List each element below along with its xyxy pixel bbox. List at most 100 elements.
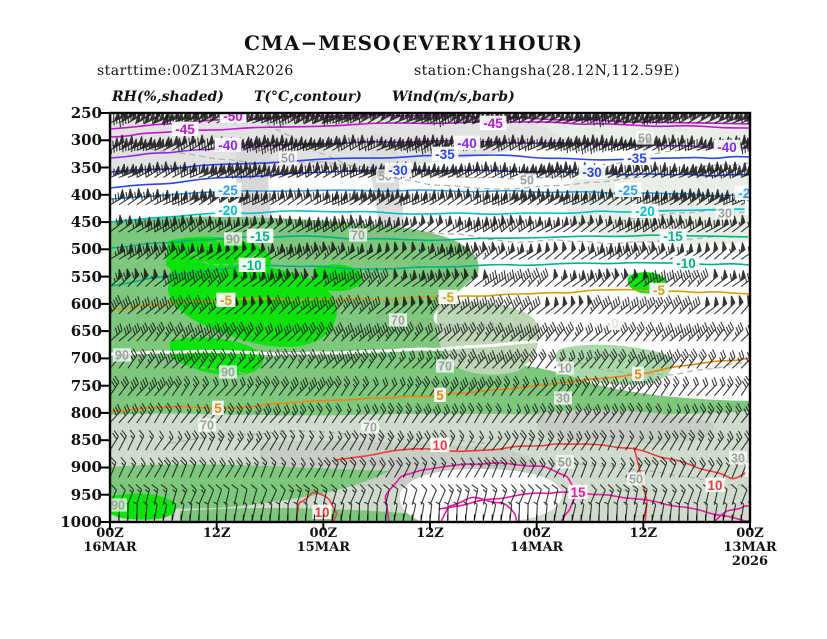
- contour-label: -30: [582, 165, 602, 180]
- contour-label: 10: [707, 478, 722, 493]
- x-axis-label-hour: 12Z: [416, 526, 444, 541]
- contour-label: -30: [388, 163, 408, 178]
- x-axis-label: 00Z 14MAR: [489, 527, 585, 555]
- page-title: CMA−MESO(EVERY1HOUR): [243, 31, 584, 55]
- contour-label: 70: [363, 421, 377, 435]
- temperature-contour-line: [110, 234, 750, 249]
- contour-label: -35: [435, 147, 455, 162]
- contour-label: -25: [738, 186, 758, 201]
- temperature-contour-line: [110, 261, 750, 287]
- contour-label: 10: [314, 505, 329, 520]
- x-axis-label-date: 16MAR: [83, 540, 137, 555]
- x-axis-label-date: 15MAR: [296, 540, 351, 555]
- contour-label: 90: [111, 499, 125, 513]
- contour-label: 5: [436, 388, 444, 403]
- contour-label: 50: [520, 174, 534, 188]
- temperature-contour-line: [110, 357, 750, 412]
- contour-label: 50: [558, 456, 572, 470]
- contour-label: 10: [558, 362, 572, 376]
- y-axis-label: 850: [70, 431, 102, 450]
- x-axis-label: 12Z: [169, 527, 265, 541]
- contour-label: -45: [175, 122, 195, 137]
- contour-label: -35: [627, 151, 647, 166]
- contour-label: 10: [432, 438, 447, 453]
- contour-label: -5: [653, 283, 665, 298]
- x-axis-label-hour: 12Z: [629, 526, 658, 541]
- contour-label: 5: [634, 367, 642, 382]
- contour-label: 30: [731, 452, 745, 466]
- contour-label: 90: [226, 233, 240, 247]
- starttime-label: starttime:00Z13MAR2026: [97, 63, 294, 79]
- contour-label: -15: [250, 229, 270, 244]
- contour-label: 30: [556, 392, 570, 406]
- y-axis-label: 800: [70, 403, 102, 422]
- x-axis-label: 12Z: [382, 527, 478, 541]
- contour-label: 0: [611, 316, 619, 331]
- contour-label: 70: [438, 360, 452, 374]
- x-axis-label: 12Z: [595, 527, 691, 541]
- contour-label: 5: [214, 401, 222, 416]
- x-axis-label-year: 2026: [731, 554, 769, 569]
- y-axis-label: 1000: [60, 513, 102, 531]
- y-axis-label: 600: [70, 294, 102, 313]
- legend-rh-shaded: RH(%,shaded): [112, 89, 224, 105]
- contour-label: -40: [717, 140, 737, 155]
- y-axis-label: 500: [70, 240, 102, 259]
- rh-contour-line: [110, 142, 750, 180]
- y-axis-label: 650: [70, 322, 102, 341]
- contour-label: 30: [718, 207, 732, 221]
- rh-contour-line: [189, 234, 263, 266]
- contour-label: 90: [221, 366, 235, 380]
- contour-label: -25: [218, 183, 238, 198]
- contour-label: -45: [754, 120, 774, 135]
- y-axis-label: 950: [70, 485, 102, 504]
- contour-label: 70: [391, 314, 405, 328]
- contour-label: -10: [676, 256, 696, 271]
- contour-label: -40: [457, 136, 477, 151]
- x-axis-label-hour: 00Z: [522, 526, 551, 541]
- plot-content: 5050505030303070707070707090909090105050…: [110, 113, 774, 522]
- temperature-contour-line: [295, 491, 338, 522]
- x-axis-label-date: 13MAR: [723, 540, 777, 555]
- y-axis-label: 550: [70, 267, 102, 286]
- station-label: station:Changsha(28.12N,112.59E): [414, 63, 681, 79]
- x-axis-label-hour: 00Z: [96, 526, 124, 541]
- axis-ticks: [101, 112, 751, 530]
- y-axis-label: 400: [70, 185, 102, 204]
- y-axis-label: 350: [70, 158, 102, 177]
- contour-label: 70: [750, 230, 764, 244]
- x-axis-label: 00Z 15MAR: [275, 527, 371, 555]
- x-axis-label: 00Z 13MAR 2026: [702, 527, 798, 569]
- contour-label: -10: [242, 258, 262, 273]
- contour-label: -5: [220, 293, 232, 308]
- contour-label: 15: [570, 485, 586, 500]
- legend-wind-barb: Wind(m/s,barb): [392, 89, 515, 105]
- contour-label: -20: [218, 203, 238, 218]
- contour-label: -5: [442, 290, 454, 305]
- contour-label: -15: [663, 229, 683, 244]
- temperature-contour-line: [110, 320, 750, 356]
- y-axis-label: 450: [70, 213, 102, 232]
- rh-shading-region: [110, 464, 390, 509]
- temperature-contour-line: [438, 491, 750, 522]
- contour-label: -25: [618, 183, 638, 198]
- y-axis-label: 700: [70, 349, 102, 368]
- x-axis-label-hour: 12Z: [202, 526, 231, 541]
- x-axis-label: 00Z 16MAR: [62, 527, 158, 555]
- x-axis-label-hour: 00Z: [736, 526, 764, 541]
- contour-label: -20: [635, 204, 655, 219]
- temperature-contour-line: [633, 447, 648, 522]
- contour-label: 90: [115, 349, 129, 363]
- y-axis-label: 750: [70, 376, 102, 395]
- temperature-contour-line: [713, 505, 750, 522]
- y-axis-label: 250: [70, 104, 102, 122]
- rh-contour-line: [339, 318, 501, 326]
- contour-label: 10: [747, 463, 762, 478]
- contour-label: -40: [218, 138, 238, 153]
- rh-shading-region: [436, 301, 539, 375]
- legend-temperature-contour: T(°C,contour): [254, 89, 362, 105]
- meteogram-plot: 5050505030303070707070707090909090105050…: [101, 111, 752, 530]
- x-axis-label-hour: 00Z: [309, 526, 338, 541]
- contour-label: 50: [638, 132, 652, 146]
